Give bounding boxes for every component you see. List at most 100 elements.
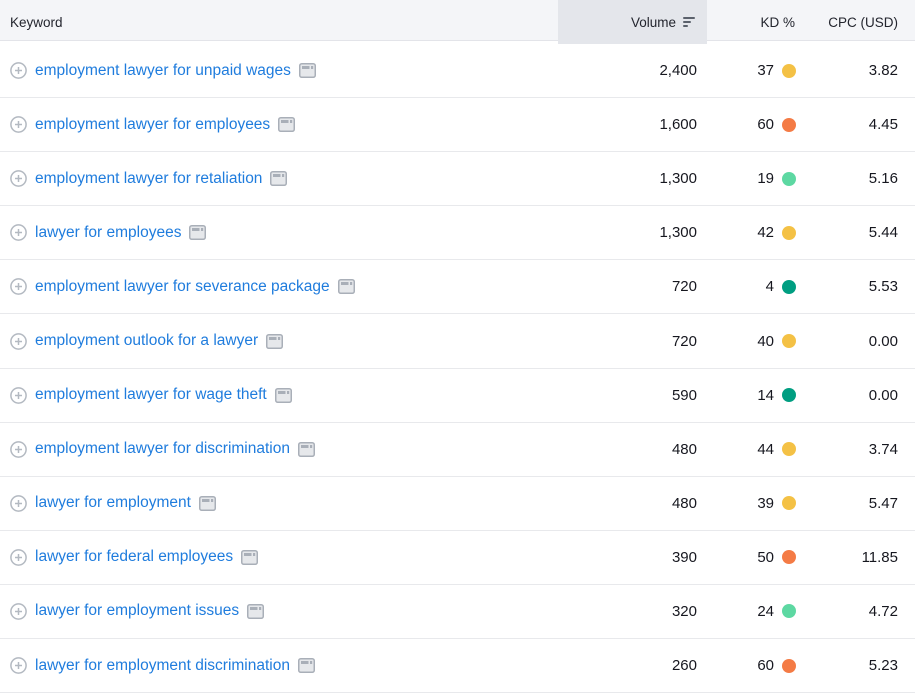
column-header-kd[interactable]: KD % [707, 0, 807, 44]
add-keyword-icon[interactable] [10, 440, 27, 458]
serp-features-icon[interactable] [274, 387, 292, 403]
sort-descending-icon [683, 16, 697, 28]
kd-cell: 39 [707, 495, 807, 512]
keyword-cell: lawyer for employment discrimination [0, 657, 558, 675]
table-row: lawyer for employment 480 39 5.47 [0, 476, 915, 531]
serp-features-icon[interactable] [266, 333, 284, 349]
keyword-link[interactable]: employment outlook for a lawyer [35, 332, 259, 350]
volume-value: 1,300 [659, 170, 697, 188]
kd-value: 37 [757, 62, 774, 80]
table-row: lawyer for employees 1,300 42 5.44 [0, 206, 915, 261]
keyword-link[interactable]: lawyer for employment discrimination [35, 656, 290, 674]
volume-cell: 1,300 [558, 224, 707, 241]
add-keyword-icon[interactable] [10, 116, 27, 133]
kd-value: 50 [757, 548, 774, 566]
add-keyword-icon[interactable] [10, 278, 27, 296]
cpc-value: 5.44 [868, 224, 898, 242]
kd-value: 4 [765, 278, 774, 296]
column-label-volume: Volume [630, 14, 676, 30]
add-keyword-icon[interactable] [10, 549, 27, 566]
volume-cell: 480 [558, 441, 707, 458]
column-label-kd: KD % [760, 14, 795, 30]
cpc-value: 4.45 [868, 116, 898, 134]
add-keyword-icon[interactable] [10, 603, 27, 620]
volume-value: 720 [671, 278, 697, 296]
serp-features-icon[interactable] [198, 495, 216, 511]
kd-difficulty-dot [782, 225, 796, 240]
serp-features-icon[interactable] [298, 63, 316, 79]
serp-features-icon[interactable] [247, 603, 265, 619]
volume-cell: 480 [558, 495, 707, 512]
kd-cell: 60 [707, 116, 807, 133]
table-header: Keyword Volume KD % CPC (USD) [0, 0, 915, 44]
add-keyword-icon[interactable] [10, 386, 27, 404]
kd-value: 19 [757, 170, 774, 188]
cpc-value: 5.53 [868, 278, 898, 296]
serp-features-icon[interactable] [337, 279, 355, 295]
table-row: employment lawyer for unpaid wages 2,400… [0, 44, 915, 99]
column-header-keyword[interactable]: Keyword [0, 0, 558, 44]
cpc-cell: 3.74 [807, 441, 915, 458]
serp-features-icon[interactable] [270, 171, 288, 187]
kd-cell: 19 [707, 170, 807, 187]
add-keyword-icon[interactable] [10, 62, 27, 79]
column-header-cpc[interactable]: CPC (USD) [807, 0, 915, 44]
keyword-link[interactable]: lawyer for federal employees [35, 548, 234, 566]
volume-value: 260 [671, 657, 697, 675]
add-keyword-icon[interactable] [10, 657, 27, 674]
kd-difficulty-dot [782, 117, 796, 132]
keyword-cell: lawyer for employment issues [0, 602, 558, 620]
serp-features-icon[interactable] [241, 549, 259, 565]
volume-cell: 720 [558, 333, 707, 350]
keyword-link[interactable]: employment lawyer for employees [35, 115, 271, 133]
keyword-link[interactable]: employment lawyer for unpaid wages [35, 61, 291, 79]
cpc-cell: 5.53 [807, 278, 915, 295]
kd-difficulty-dot [782, 604, 796, 619]
kd-value: 60 [757, 116, 774, 134]
keyword-link[interactable]: lawyer for employment issues [35, 602, 240, 620]
keyword-cell: employment outlook for a lawyer [0, 332, 558, 350]
serp-features-icon[interactable] [278, 117, 296, 133]
serp-features-icon[interactable] [297, 441, 315, 457]
cpc-value: 3.74 [868, 440, 898, 458]
keyword-cell: employment lawyer for discrimination [0, 440, 558, 458]
kd-cell: 4 [707, 278, 807, 295]
kd-cell: 40 [707, 333, 807, 350]
table-row: lawyer for employment discrimination 260… [0, 639, 915, 693]
add-keyword-icon[interactable] [10, 170, 27, 188]
column-header-volume[interactable]: Volume [558, 0, 707, 44]
kd-cell: 37 [707, 62, 807, 79]
kd-difficulty-dot [782, 334, 796, 349]
volume-cell: 390 [558, 549, 707, 566]
keyword-cell: lawyer for employees [0, 224, 558, 242]
keyword-link[interactable]: lawyer for employment [35, 494, 191, 512]
serp-features-icon[interactable] [297, 658, 315, 674]
cpc-value: 3.82 [868, 62, 898, 80]
cpc-value: 5.23 [868, 657, 898, 675]
table-row: employment outlook for a lawyer 720 40 0… [0, 314, 915, 369]
kd-difficulty-dot [782, 442, 796, 457]
keyword-link[interactable]: employment lawyer for retaliation [35, 169, 263, 187]
add-keyword-icon[interactable] [10, 494, 27, 512]
volume-cell: 320 [558, 603, 707, 620]
serp-features-icon[interactable] [189, 225, 207, 241]
kd-cell: 24 [707, 603, 807, 620]
volume-cell: 2,400 [558, 62, 707, 79]
kd-value: 39 [757, 494, 774, 512]
keyword-link[interactable]: employment lawyer for wage theft [35, 386, 267, 404]
volume-value: 480 [671, 440, 697, 458]
cpc-cell: 0.00 [807, 387, 915, 404]
cpc-cell: 5.44 [807, 224, 915, 241]
keyword-link[interactable]: employment lawyer for discrimination [35, 440, 290, 458]
keyword-link[interactable]: lawyer for employees [35, 223, 182, 241]
keyword-link[interactable]: employment lawyer for severance package [35, 277, 330, 295]
volume-cell: 260 [558, 657, 707, 674]
kd-difficulty-dot [782, 550, 796, 565]
kd-difficulty-dot [782, 658, 796, 673]
add-keyword-icon[interactable] [10, 224, 27, 242]
table-row: employment lawyer for wage theft 590 14 … [0, 368, 915, 423]
add-keyword-icon[interactable] [10, 332, 27, 350]
cpc-value: 5.47 [868, 494, 898, 512]
cpc-cell: 5.16 [807, 170, 915, 187]
kd-value: 24 [757, 602, 774, 620]
